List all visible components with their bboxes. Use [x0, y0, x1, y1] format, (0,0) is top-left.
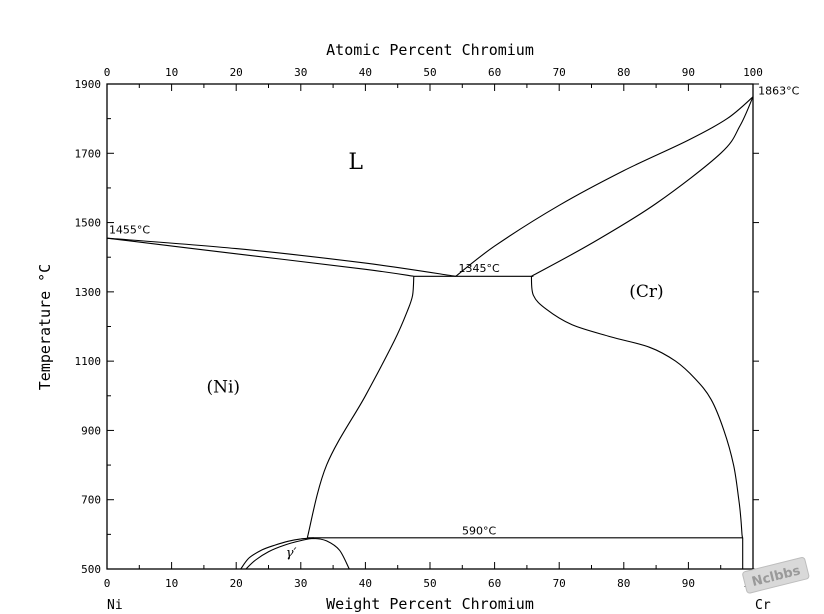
boundary-curve-3 [455, 96, 754, 277]
x-tick-label: 60 [488, 577, 501, 590]
top-tick-label: 20 [230, 66, 243, 79]
x-tick-label: 50 [423, 577, 436, 590]
x-tick-label: 80 [617, 577, 630, 590]
top-tick-label: 30 [294, 66, 307, 79]
temperature-annotation: 590°C [462, 524, 496, 537]
plot-frame [106, 83, 754, 570]
temperature-annotation: 1345°C [459, 262, 500, 275]
x-tick-label: 70 [553, 577, 566, 590]
axis-tick-labels: 0 10 20 30 40 50 60 70 80 90 100 0 10 20 30 40 50 60 70 80 9… [75, 66, 763, 590]
y-tick-label: 900 [81, 424, 101, 437]
cr-endpoint-label: Cr [755, 598, 771, 613]
x-axis-title: Weight Percent Chromium [326, 595, 534, 613]
ni-endpoint-label: Ni [107, 598, 123, 613]
boundary-curve-4 [531, 96, 754, 277]
y-tick-label: 1900 [75, 78, 102, 91]
boundary-curve-11 [245, 537, 350, 570]
y-axis-title: Temperature °C [36, 264, 54, 390]
top-tick-label: 50 [423, 66, 436, 79]
watermark-logo: Nclbbs [742, 556, 810, 594]
top-tick-label: 60 [488, 66, 501, 79]
phase-label: (Ni) [206, 377, 240, 397]
top-tick-label: 0 [104, 66, 111, 79]
phase-labels: L (Ni) (Cr) γ′ [206, 150, 663, 561]
top-tick-label: 80 [617, 66, 630, 79]
phase-label: γ′ [286, 546, 297, 561]
temperature-annotation: 1863°C [758, 84, 799, 97]
y-tick-label: 500 [81, 563, 101, 576]
x-tick-label: 40 [359, 577, 372, 590]
y-tick-label: 1500 [75, 217, 102, 230]
phase-label: (Cr) [629, 282, 663, 302]
boundary-curve-1 [106, 237, 456, 277]
y-tick-label: 1700 [75, 147, 102, 160]
top-tick-label: 40 [359, 66, 372, 79]
axis-ticks [106, 83, 759, 570]
x-tick-label: 90 [682, 577, 695, 590]
boundary-curve-6 [306, 276, 415, 538]
boundary-curve-10 [240, 537, 314, 570]
x-tick-label: 30 [294, 577, 307, 590]
phase-label: L [348, 150, 363, 175]
x-tick-label: 0 [104, 577, 111, 590]
boundary-curve-2 [106, 237, 414, 277]
top-tick-label: 10 [165, 66, 178, 79]
temperature-annotations: 1455°C 1863°C 1345°C 590°C [109, 84, 800, 537]
boundary-curve-7 [530, 276, 744, 538]
x-tick-label: 10 [165, 577, 178, 590]
x-tick-label: 20 [230, 577, 243, 590]
top-axis-title: Atomic Percent Chromium [326, 41, 534, 59]
temperature-annotation: 1455°C [109, 224, 150, 237]
y-tick-label: 1100 [75, 355, 102, 368]
top-tick-label: 90 [682, 66, 695, 79]
phase-boundary-curves [106, 96, 754, 570]
y-tick-label: 1300 [75, 286, 102, 299]
y-tick-label: 700 [81, 494, 101, 507]
top-tick-label: 100 [743, 66, 763, 79]
top-tick-label: 70 [553, 66, 566, 79]
